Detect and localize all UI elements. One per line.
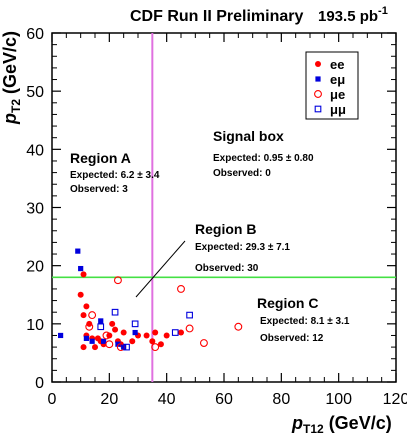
point-series-0 <box>143 332 150 339</box>
point-series-1 <box>58 332 64 339</box>
legend-marker-0 <box>315 61 321 67</box>
region-b-annotation: Region B Expected: 29.3 ± 7.1 Observed: … <box>195 221 290 274</box>
y-tick-label: 0 <box>35 375 44 392</box>
luminosity-label: 193.5 pb-1 <box>318 5 388 25</box>
x-tick-label: 40 <box>158 391 176 408</box>
luminosity-exponent: -1 <box>378 5 388 17</box>
y-tick-label: 50 <box>26 84 44 101</box>
x-axis-title-unit: (GeV/c) <box>324 413 392 433</box>
point-series-3 <box>123 343 130 351</box>
point-series-1 <box>83 335 89 341</box>
y-tick-label: 30 <box>26 201 44 218</box>
region-a-observed: Observed: 3 <box>70 184 128 195</box>
signal-box-observed: Observed: 0 <box>213 168 271 179</box>
region-a-title: Region A <box>70 150 131 166</box>
signal-box-annotation: Signal box Expected: 0.95 ± 0.80 Observe… <box>213 128 314 179</box>
signal-box-expected: Expected: 0.95 ± 0.80 <box>213 153 314 164</box>
point-series-2 <box>185 324 194 333</box>
axis-ticks <box>51 32 397 383</box>
cut-lines <box>52 33 396 382</box>
y-tick-label: 40 <box>26 142 44 159</box>
point-series-0 <box>163 332 170 339</box>
y-tick-label: 20 <box>26 259 44 276</box>
point-series-2 <box>234 322 243 331</box>
point-series-1 <box>89 338 95 344</box>
x-tick-label: 0 <box>48 391 57 408</box>
x-tick-label: 80 <box>272 391 290 408</box>
signal-box-title: Signal box <box>213 128 284 144</box>
point-series-1 <box>132 329 138 336</box>
point-series-1 <box>115 341 121 347</box>
data-points <box>58 248 243 352</box>
point-series-0 <box>80 271 87 278</box>
point-series-3 <box>97 323 105 331</box>
point-series-0 <box>120 329 127 336</box>
legend-label: μe <box>330 87 345 102</box>
point-series-0 <box>178 329 184 336</box>
y-axis-title-main: p <box>0 113 20 125</box>
point-series-2 <box>177 284 185 293</box>
point-series-2 <box>102 331 111 340</box>
region-b-expected: Expected: 29.3 ± 7.1 <box>195 242 290 253</box>
point-series-2 <box>199 339 208 347</box>
x-tick-label: 100 <box>325 391 352 408</box>
point-series-1 <box>98 318 104 324</box>
x-axis-title: pT12 (GeV/c) <box>291 413 392 436</box>
point-series-1 <box>101 338 107 344</box>
point-series-0 <box>157 341 164 348</box>
region-c-observed: Observed: 12 <box>260 333 324 344</box>
point-series-3 <box>171 329 179 336</box>
point-series-2 <box>151 343 160 352</box>
point-series-1 <box>75 248 81 254</box>
point-series-0 <box>77 291 84 298</box>
point-series-1 <box>78 265 84 272</box>
x-axis-title-sub: T12 <box>303 422 324 436</box>
point-series-3 <box>186 311 193 319</box>
point-series-2 <box>113 276 122 285</box>
region-a-expected: Expected: 6.2 ± 3.4 <box>70 170 160 181</box>
point-series-2 <box>88 311 97 320</box>
point-series-0 <box>80 344 87 351</box>
point-series-0 <box>152 329 159 336</box>
region-b-observed: Observed: 30 <box>195 263 259 274</box>
x-tick-label: 60 <box>215 391 233 408</box>
point-series-0 <box>149 338 156 345</box>
x-tick-label: 120 <box>383 391 407 408</box>
y-axis-title-unit: (GeV/c) <box>0 31 20 99</box>
region-c-expected: Expected: 8.1 ± 3.1 <box>260 316 350 327</box>
legend-label: ee <box>330 57 344 72</box>
point-series-0 <box>83 303 90 310</box>
legend-marker-3 <box>314 105 322 113</box>
legend-marker-1 <box>315 76 321 82</box>
region-c-title: Region C <box>257 295 318 311</box>
point-series-0 <box>109 320 116 327</box>
point-series-0 <box>129 338 136 345</box>
point-series-0 <box>80 312 87 319</box>
luminosity-value: 193.5 pb <box>318 8 378 25</box>
y-axis-title: pT2 (GeV/c) <box>0 31 23 125</box>
legend-marker-2 <box>314 90 322 98</box>
x-tick-label: 20 <box>100 391 118 408</box>
y-tick-label: 60 <box>26 26 44 43</box>
point-series-0 <box>112 326 119 333</box>
region-b-title: Region B <box>195 221 256 237</box>
region-b-pointer <box>135 240 186 298</box>
y-tick-label: 10 <box>26 317 44 334</box>
axis-tick-labels: 0 20 40 60 80 100 120 0 10 20 30 40 50 60 <box>26 26 407 408</box>
point-series-0 <box>92 344 98 351</box>
region-a-annotation: Region A Expected: 6.2 ± 3.4 Observed: 3 <box>70 150 160 195</box>
point-series-3 <box>131 320 139 328</box>
point-series-3 <box>111 308 119 316</box>
x-axis-title-main: p <box>291 413 303 433</box>
y-axis-title-sub: T2 <box>9 99 23 113</box>
legend-label: μμ <box>330 102 346 117</box>
legend-label: eμ <box>330 72 345 87</box>
chart-title: CDF Run II Preliminary <box>130 8 303 25</box>
point-series-2 <box>105 340 114 349</box>
region-c-annotation: Region C Expected: 8.1 ± 3.1 Observed: 1… <box>257 295 350 344</box>
point-series-2 <box>85 322 94 331</box>
